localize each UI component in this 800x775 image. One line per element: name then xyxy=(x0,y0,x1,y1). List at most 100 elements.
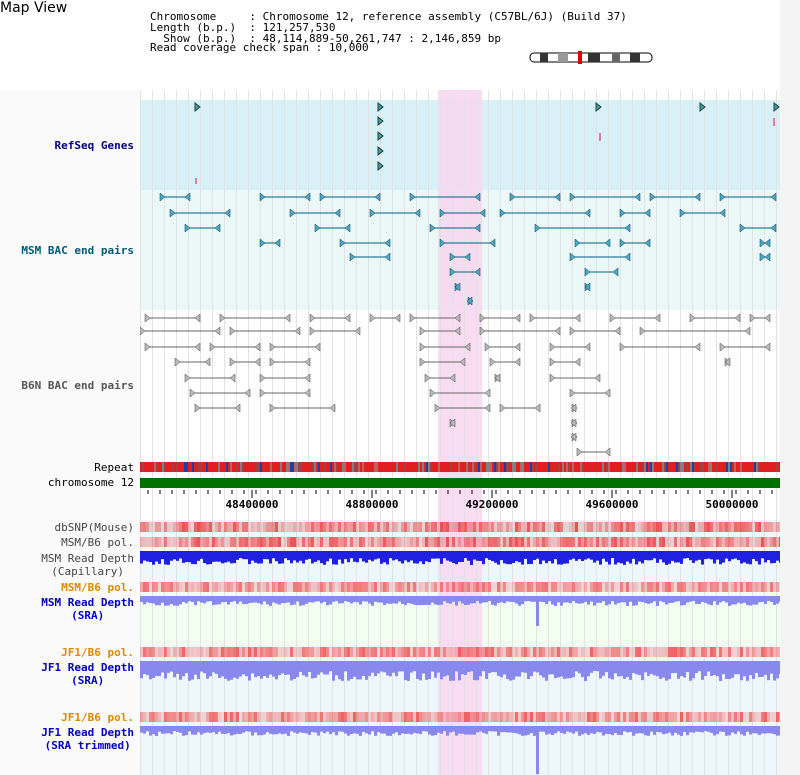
msm-pol-sra-cell xyxy=(602,582,605,592)
repeat-segment xyxy=(688,462,690,472)
repeat-segment xyxy=(770,462,772,472)
msm-depth-sra-bar xyxy=(764,596,767,605)
jf1-depth-trimmed-bar xyxy=(422,726,425,732)
dbsnp-cell xyxy=(203,522,206,532)
dbsnp-cell xyxy=(743,522,746,532)
msm-bac-end xyxy=(644,238,651,248)
msm-depth-cap-bar xyxy=(200,551,203,559)
msm-depth-cap-bar xyxy=(455,551,458,565)
repeat-segment xyxy=(532,462,534,472)
b6n-bac-end xyxy=(489,357,496,367)
ruler-tick-label: 48400000 xyxy=(225,498,279,511)
msm-pol-cell xyxy=(356,537,359,547)
jf1-depth-trimmed-bar xyxy=(239,726,242,735)
jf1-depth-sra-bar xyxy=(704,661,707,676)
msm-pol-cell xyxy=(548,537,551,547)
dbsnp-cell xyxy=(617,522,620,532)
msm-depth-cap-bar xyxy=(263,551,266,560)
b6n-bac-end xyxy=(269,357,276,367)
jf1-pol-cell xyxy=(353,647,356,657)
msm-pol-sra-cell xyxy=(395,582,398,592)
b6n-bac-end xyxy=(594,373,601,383)
repeat-segment xyxy=(408,462,410,472)
jf1-depth-trimmed-bar xyxy=(683,726,686,732)
repeat-segment xyxy=(766,462,768,472)
msm-pol-sra-cell xyxy=(281,582,284,592)
jf1-pol-trimmed-cell xyxy=(587,712,590,722)
msm-bac-end xyxy=(464,252,471,262)
msm-depth-cap-bar xyxy=(461,551,464,562)
msm-pol-cell xyxy=(209,537,212,547)
msm-depth-cap-bar xyxy=(284,551,287,559)
b6n-bac-end xyxy=(744,326,751,336)
msm-depth-sra-bar xyxy=(332,596,335,602)
map-plot-area[interactable] xyxy=(140,90,780,775)
msm-depth-sra-bar xyxy=(575,596,578,604)
jf1-pol-trimmed-cell xyxy=(482,712,485,722)
repeat-segment xyxy=(578,462,580,472)
repeat-segment xyxy=(706,462,708,472)
jf1-pol-trimmed-cell xyxy=(434,712,437,722)
jf1-pol-trimmed-cell xyxy=(494,712,497,722)
dbsnp-cell xyxy=(200,522,203,532)
msm-depth-cap-bar xyxy=(716,551,719,560)
repeat-segment xyxy=(544,462,546,472)
jf1-depth-sra-bar xyxy=(668,661,671,680)
jf1-depth-sra-bar xyxy=(248,661,251,681)
jf1-depth-trimmed-bar xyxy=(326,726,329,732)
track-label-msm-depth-sra: MSM Read Depth (SRA) xyxy=(41,596,134,622)
dbsnp-cell xyxy=(638,522,641,532)
msm-depth-sra-bar xyxy=(707,596,710,605)
msm-depth-cap-bar xyxy=(638,551,641,562)
jf1-pol-cell xyxy=(389,647,392,657)
b6n-bac-end xyxy=(354,326,361,336)
jf1-pol-trimmed-cell xyxy=(440,712,443,722)
msm-depth-cap-bar xyxy=(641,551,644,564)
msm-depth-sra-bar xyxy=(314,596,317,602)
dbsnp-cell xyxy=(704,522,707,532)
msm-depth-cap-bar xyxy=(722,551,725,563)
jf1-depth-trimmed-bar xyxy=(752,726,755,734)
dbsnp-cell xyxy=(746,522,749,532)
jf1-depth-sra-bar xyxy=(227,661,230,681)
jf1-depth-sra-bar xyxy=(317,661,320,675)
dbsnp-cell xyxy=(365,522,368,532)
track-label-jf1-pol-2: JF1/B6 pol. xyxy=(61,711,134,724)
repeat-segment xyxy=(662,462,664,472)
jf1-depth-sra-bar xyxy=(644,661,647,673)
msm-depth-sra-bar xyxy=(572,596,575,602)
tracks-canvas[interactable] xyxy=(140,90,780,775)
repeat-segment xyxy=(508,462,510,472)
jf1-pol-trimmed-cell xyxy=(620,712,623,722)
repeat-segment xyxy=(516,462,518,472)
b6n-bac-end xyxy=(209,342,216,352)
b6n-bac-end xyxy=(144,342,151,352)
msm-pol-sra-cell xyxy=(305,582,308,592)
msm-pol-sra-cell xyxy=(752,582,755,592)
repeat-segment xyxy=(754,462,756,472)
msm-pol-sra-cell xyxy=(230,582,233,592)
jf1-pol-cell xyxy=(515,647,518,657)
msm-bac-end xyxy=(694,192,701,202)
jf1-pol-cell xyxy=(320,647,323,657)
jf1-depth-sra-bar xyxy=(524,661,527,673)
jf1-pol-cell xyxy=(287,647,290,657)
jf1-pol-cell xyxy=(458,647,461,657)
jf1-pol-trimmed-cell xyxy=(458,712,461,722)
jf1-pol-trimmed-cell xyxy=(485,712,488,722)
msm-pol-sra-cell xyxy=(380,582,383,592)
jf1-pol-trimmed-cell xyxy=(425,712,428,722)
repeat-segment xyxy=(660,462,662,472)
chromosome-bar xyxy=(140,478,780,488)
jf1-depth-sra-bar xyxy=(314,661,317,678)
jf1-pol-cell xyxy=(215,647,218,657)
jf1-depth-trimmed-bar xyxy=(344,726,347,734)
msm-depth-sra-bar xyxy=(404,596,407,606)
msm-bac-end xyxy=(349,252,356,262)
jf1-depth-trimmed-bar xyxy=(722,726,725,732)
jf1-pol-cell xyxy=(710,647,713,657)
msm-pol-sra-cell xyxy=(656,582,659,592)
msm-depth-cap-bar xyxy=(536,551,539,559)
msm-bac-end xyxy=(499,208,506,218)
msm-pol-sra-cell xyxy=(689,582,692,592)
